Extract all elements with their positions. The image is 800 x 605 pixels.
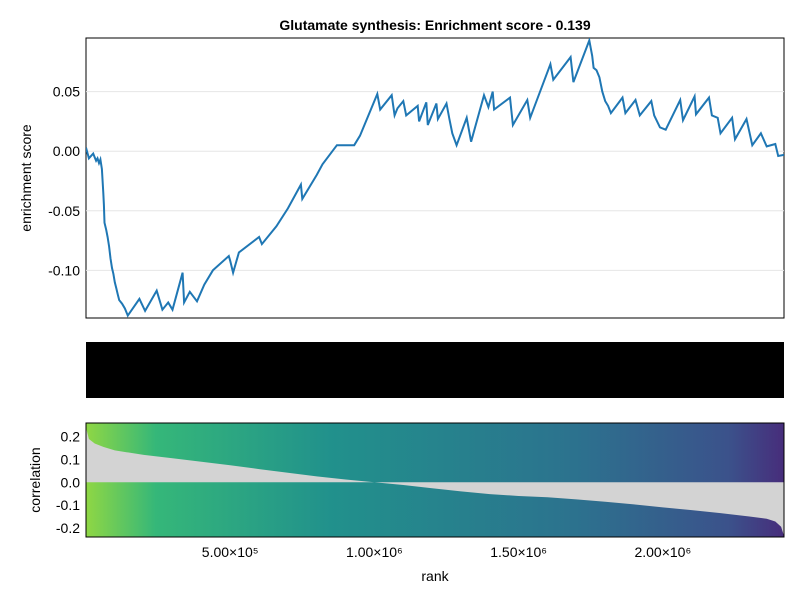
x-tick-label: 1.50×10⁶	[490, 544, 547, 560]
y-tick-label: -0.10	[48, 262, 80, 278]
bottom-panel-frame	[85, 422, 785, 538]
x-axis-label: rank	[421, 568, 449, 584]
y-tick-label: -0.05	[48, 203, 80, 219]
hit-barcode-panel	[86, 342, 784, 398]
y-tick-label: 0.05	[53, 84, 80, 100]
y-tick-label: -0.1	[56, 497, 80, 513]
correlation-area	[86, 427, 784, 536]
bottom-y-axis-label: correlation	[27, 447, 43, 512]
bottom-y-tick-labels: 0.2 0.1 0.0 -0.1 -0.2	[56, 429, 80, 536]
y-tick-label: -0.2	[56, 520, 80, 536]
y-tick-label: 0.1	[61, 451, 81, 467]
top-y-tick-labels: 0.05 0.00 -0.05 -0.10	[48, 84, 80, 279]
x-tick-label: 5.00×10⁵	[202, 544, 259, 560]
bottom-x-tick-labels: 5.00×10⁵ 1.00×10⁶ 1.50×10⁶ 2.00×10⁶	[202, 544, 691, 560]
y-tick-label: 0.0	[61, 474, 81, 490]
x-tick-label: 1.00×10⁶	[346, 544, 403, 560]
y-tick-label: 0.00	[53, 143, 80, 159]
x-tick-label: 2.00×10⁶	[634, 544, 691, 560]
chart-title: Glutamate synthesis: Enrichment score - …	[279, 17, 590, 33]
enrichment-score-line	[86, 38, 784, 318]
top-panel-frame	[85, 37, 785, 319]
top-y-axis-label: enrichment score	[18, 124, 34, 232]
top-grid	[86, 91, 784, 271]
y-tick-label: 0.2	[61, 429, 81, 445]
